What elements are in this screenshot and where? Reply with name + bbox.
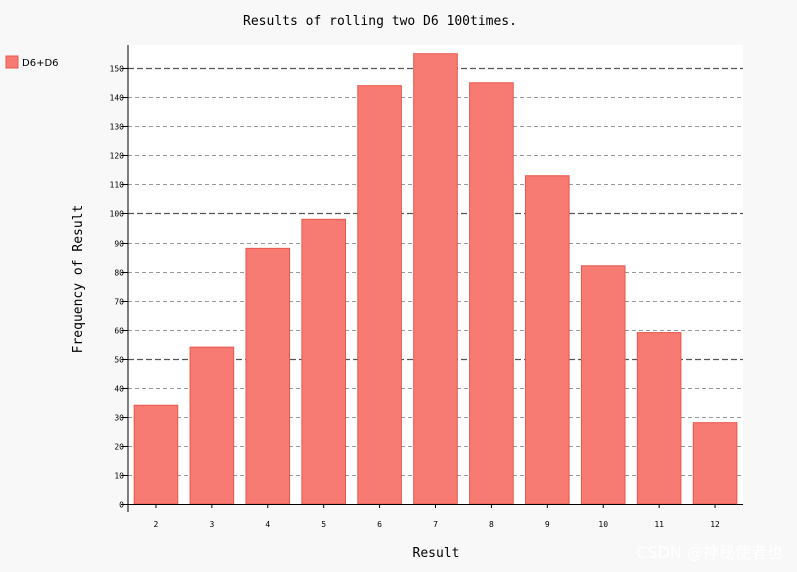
x-tick-label: 3 xyxy=(209,520,214,529)
bar-11 xyxy=(636,332,682,505)
x-tick-label: 6 xyxy=(377,520,382,529)
x-axis-label: Result xyxy=(413,546,460,561)
bar-4 xyxy=(245,247,291,505)
bar-3 xyxy=(189,346,235,505)
x-tick-label: 8 xyxy=(489,520,494,529)
chart-title: Results of rolling two D6 100times. xyxy=(243,14,517,29)
bar-6 xyxy=(357,85,402,505)
bars xyxy=(133,53,738,505)
y-axis-label: Frequency of Result xyxy=(71,205,86,354)
y-tick-label: 140 xyxy=(110,94,125,103)
legend: D6+D6 xyxy=(5,55,59,69)
ticks: 0102030405060708090100110120130140150234… xyxy=(110,65,720,530)
x-tick-label: 9 xyxy=(545,520,550,529)
legend-label: D6+D6 xyxy=(22,58,59,69)
x-tick-label: 11 xyxy=(654,520,664,529)
y-tick-label: 100 xyxy=(110,210,125,219)
x-tick-label: 10 xyxy=(598,520,608,529)
x-tick-label: 12 xyxy=(710,520,720,529)
bar-10 xyxy=(580,265,626,505)
x-tick-label: 5 xyxy=(321,520,326,529)
bar-8 xyxy=(469,82,514,505)
x-tick-label: 7 xyxy=(433,520,438,529)
y-tick-label: 40 xyxy=(114,385,124,394)
bar-2 xyxy=(133,404,179,505)
y-tick-label: 150 xyxy=(110,65,125,74)
y-tick-label: 70 xyxy=(114,298,124,307)
watermark: CSDN @神秘使者也 xyxy=(636,543,783,562)
y-tick-label: 30 xyxy=(114,414,124,423)
x-tick-label: 2 xyxy=(154,520,159,529)
bar-5 xyxy=(301,218,346,505)
y-tick-label: 60 xyxy=(114,327,124,336)
y-tick-label: 130 xyxy=(110,123,125,132)
legend-swatch xyxy=(5,55,19,69)
x-tick-label: 4 xyxy=(265,520,270,529)
y-tick-label: 50 xyxy=(114,356,124,365)
bar-9 xyxy=(525,175,570,505)
y-tick-label: 120 xyxy=(110,152,125,161)
y-tick-label: 110 xyxy=(110,181,125,190)
y-tick-label: 20 xyxy=(114,443,124,452)
y-tick-label: 90 xyxy=(114,240,124,249)
y-tick-label: 10 xyxy=(114,472,124,481)
bar-7 xyxy=(413,53,458,505)
y-tick-label: 80 xyxy=(114,269,124,278)
bar-12 xyxy=(692,422,738,505)
